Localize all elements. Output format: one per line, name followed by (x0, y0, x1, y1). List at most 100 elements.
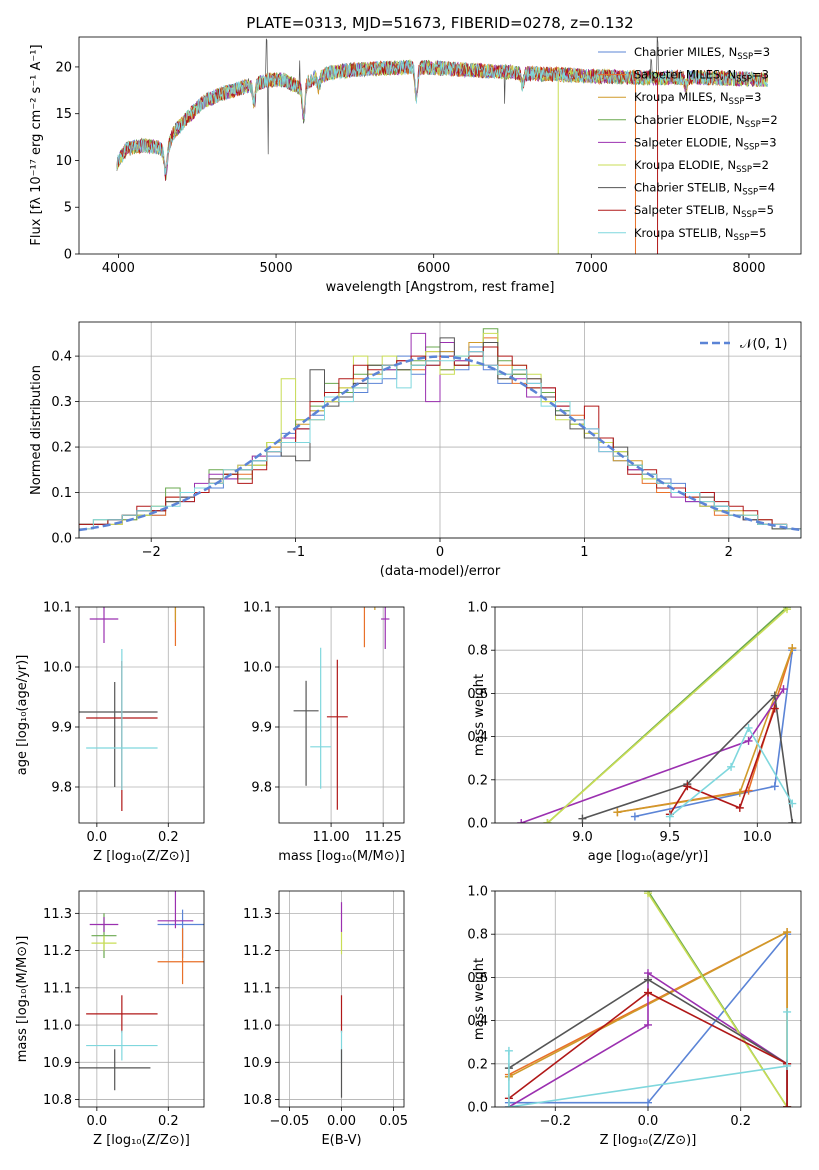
axes-frame (494, 890, 802, 1108)
legend-count: =3 (760, 135, 777, 149)
weight-marker (783, 1103, 792, 1107)
x-tick-label: 1 (580, 545, 588, 560)
weight-marker (665, 812, 674, 821)
y-axis-label: mass weight (472, 674, 487, 756)
y-tick-label: 10.8 (43, 1093, 72, 1108)
weight-marker (578, 814, 587, 823)
weight-marker (783, 928, 792, 937)
y-axis-label: Flux [fλ 10⁻¹⁷ erg cm⁻² s⁻¹ A⁻¹] (29, 44, 44, 245)
y-tick-label: 11.1 (43, 981, 72, 996)
y-tick-label: 1.0 (467, 601, 488, 616)
weight-marker (727, 762, 736, 771)
axes-frame (78, 890, 205, 1108)
weight-marker (770, 691, 779, 700)
y-tick-label: 20 (55, 60, 72, 75)
y-tick-label: 0.6 (467, 687, 488, 702)
legend-count: =2 (761, 113, 778, 127)
weight-marker (783, 1007, 792, 1016)
panel-mass_weight_vs_Z: −0.2 0.0 0.2 0.0 0.2 0.4 0.6 0.8 1.0 Z [log₁₀(Z/Z… (467, 885, 802, 1148)
plot-area (293, 607, 390, 810)
plot-area (504, 891, 792, 1107)
x-tick-label: 9.5 (660, 830, 681, 845)
weight-marker (779, 685, 788, 694)
legend-count: =3 (753, 45, 770, 59)
x-tick-label: 2 (725, 545, 733, 560)
y-tick-label: 0.8 (467, 644, 488, 659)
y-tick-label: 9.8 (251, 781, 272, 796)
plot-area (79, 891, 204, 1091)
y-axis-label: age [log₁₀(age/yr)] (15, 655, 30, 776)
legend-entry: Salpeter ELODIE, NSSP=3 (634, 135, 777, 152)
y-tick-label: 9.8 (51, 781, 72, 796)
y-tick-label: 10.1 (243, 601, 272, 616)
weight-marker (613, 808, 622, 817)
weight-marker (744, 736, 753, 745)
legend-entry: 𝒩(0, 1) (740, 337, 787, 352)
legend-sub: SSP (729, 97, 745, 107)
x-axis-label: Z [log₁₀(Z/Z⊙)] (93, 1133, 190, 1148)
axes-frame (494, 606, 802, 824)
weight-marker (683, 782, 692, 791)
panel-mass_vs_ebv: −0.05 0.00 0.05 10.8 10.9 11.0 11.1 11.2 11.3 E(B… (243, 890, 408, 1148)
y-tick-label: 0.2 (467, 773, 488, 788)
x-tick-label: 0.0 (87, 1114, 108, 1129)
legend-sub: SSP (742, 188, 758, 198)
weight-line (647, 892, 788, 1107)
legend-name: Chabrier STELIB, N (634, 181, 742, 195)
legend-name: Kroupa MILES, N (634, 90, 729, 104)
legend-entry: Kroupa STELIB, NSSP=5 (634, 226, 766, 243)
weight-marker (788, 819, 797, 823)
y-tick-label: 0.4 (51, 350, 72, 365)
x-tick-label: 0.00 (327, 1114, 356, 1129)
plot-area (116, 37, 768, 254)
axes-frame (278, 890, 405, 1108)
weight-marker (517, 819, 526, 823)
y-tick-label: 0.8 (467, 928, 488, 943)
weight-line (669, 708, 776, 815)
panel-age_vs_mass: 11.00 11.25 9.8 9.9 10.0 10.1 mass [log₁₀(M/M⊙… (243, 601, 405, 865)
y-tick-label: 10.9 (43, 1056, 72, 1071)
y-tick-label: 0.6 (467, 971, 488, 986)
chart-title: PLATE=0313, MJD=51673, FIBERID=0278, z=0… (246, 14, 633, 32)
spectrum-line (116, 59, 768, 175)
weight-marker (644, 975, 652, 984)
axes-frame (78, 321, 802, 539)
legend-name: Salpeter ELODIE, N (634, 135, 744, 149)
y-tick-label: 10.8 (243, 1093, 272, 1108)
legend-sub: SSP (741, 210, 757, 220)
weight-marker (644, 891, 652, 898)
legend-entry: Chabrier ELODIE, NSSP=2 (634, 113, 778, 130)
axes-frame (78, 606, 205, 824)
legend-entry: Kroupa ELODIE, NSSP=2 (634, 158, 769, 175)
y-tick-label: 11.3 (43, 907, 72, 922)
x-tick-label: 0.2 (158, 1114, 179, 1129)
x-tick-label: 0 (436, 545, 444, 560)
x-tick-label: 0.2 (158, 830, 179, 845)
x-tick-label: 0.0 (87, 830, 108, 845)
x-tick-label: 5000 (260, 261, 293, 276)
y-tick-label: 10.9 (243, 1056, 272, 1071)
x-axis-label: mass [log₁₀(M/M⊙)] (278, 849, 405, 864)
plot-area (79, 328, 801, 538)
legend-sub: SSP (736, 75, 752, 85)
x-tick-label: 6000 (417, 261, 450, 276)
legend-count: =3 (752, 68, 769, 82)
legend-name: Chabrier MILES, N (634, 45, 737, 59)
weight-marker (644, 988, 652, 997)
weight-marker (644, 1020, 652, 1029)
legend-name: Chabrier ELODIE, N (634, 113, 745, 127)
legend-count: =4 (758, 181, 775, 195)
legend-count: =3 (744, 90, 761, 104)
y-tick-label: 11.2 (243, 944, 272, 959)
weight-marker (543, 819, 552, 823)
legend-name: Salpeter MILES, N (634, 68, 736, 82)
legend-entry: Chabrier STELIB, NSSP=4 (634, 181, 775, 198)
legend-name: Kroupa STELIB, N (634, 226, 734, 240)
legend-count: =2 (752, 158, 769, 172)
y-tick-label: 10 (55, 154, 72, 169)
legend-count: =5 (757, 203, 774, 217)
weight-marker (735, 788, 744, 797)
weight-marker (783, 607, 792, 614)
legend-sub: SSP (736, 165, 752, 175)
weight-marker (630, 812, 639, 821)
